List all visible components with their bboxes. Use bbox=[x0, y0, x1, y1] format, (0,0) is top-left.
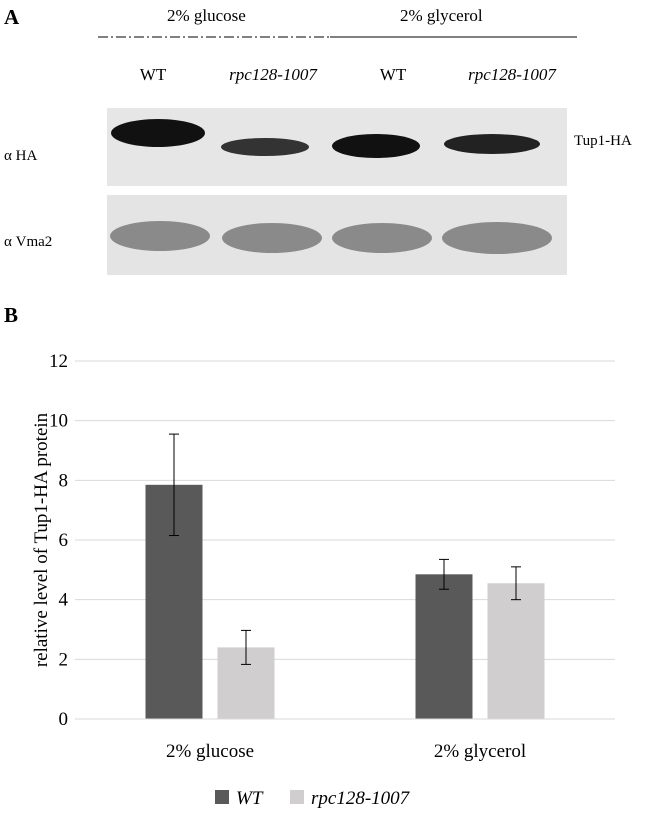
error-bar bbox=[439, 558, 449, 590]
band-label: Tup1-HA bbox=[574, 133, 632, 149]
legend-label: WT bbox=[236, 788, 264, 809]
bar bbox=[487, 583, 545, 719]
lane-label: WT bbox=[380, 65, 407, 84]
bar bbox=[415, 574, 473, 719]
error-bar bbox=[169, 433, 179, 537]
condition-label: 2% glucose bbox=[167, 6, 246, 25]
y-tick-label: 2 bbox=[59, 649, 69, 670]
x-tick-label: 2% glycerol bbox=[434, 741, 526, 762]
lane-label: rpc128-1007 bbox=[468, 65, 557, 84]
panel-label: A bbox=[4, 5, 20, 29]
band bbox=[111, 119, 205, 147]
error-bar bbox=[241, 629, 251, 665]
y-tick-label: 12 bbox=[49, 351, 68, 372]
y-axis-label: relative level of Tup1-HA protein bbox=[31, 412, 52, 667]
y-tick-label: 4 bbox=[59, 590, 69, 611]
band bbox=[110, 221, 210, 251]
band bbox=[442, 222, 552, 254]
y-tick-label: 6 bbox=[59, 530, 69, 551]
condition-label: 2% glycerol bbox=[400, 6, 483, 25]
band bbox=[332, 134, 420, 158]
y-tick-label: 10 bbox=[49, 411, 68, 432]
legend-swatch bbox=[215, 790, 229, 804]
legend-swatch bbox=[290, 790, 304, 804]
antibody-label: α HA bbox=[4, 148, 37, 164]
x-tick-label: 2% glucose bbox=[166, 741, 254, 762]
band bbox=[332, 223, 432, 253]
antibody-label: α Vma2 bbox=[4, 234, 52, 250]
lane-label: WT bbox=[140, 65, 167, 84]
band bbox=[222, 223, 322, 253]
lane-label: rpc128-1007 bbox=[229, 65, 318, 84]
y-tick-label: 8 bbox=[59, 470, 69, 491]
y-tick-label: 0 bbox=[59, 709, 69, 730]
band bbox=[444, 134, 540, 154]
band bbox=[221, 138, 309, 156]
legend-label: rpc128-1007 bbox=[311, 788, 411, 809]
panel-label: B bbox=[4, 303, 18, 327]
error-bar bbox=[511, 566, 521, 601]
